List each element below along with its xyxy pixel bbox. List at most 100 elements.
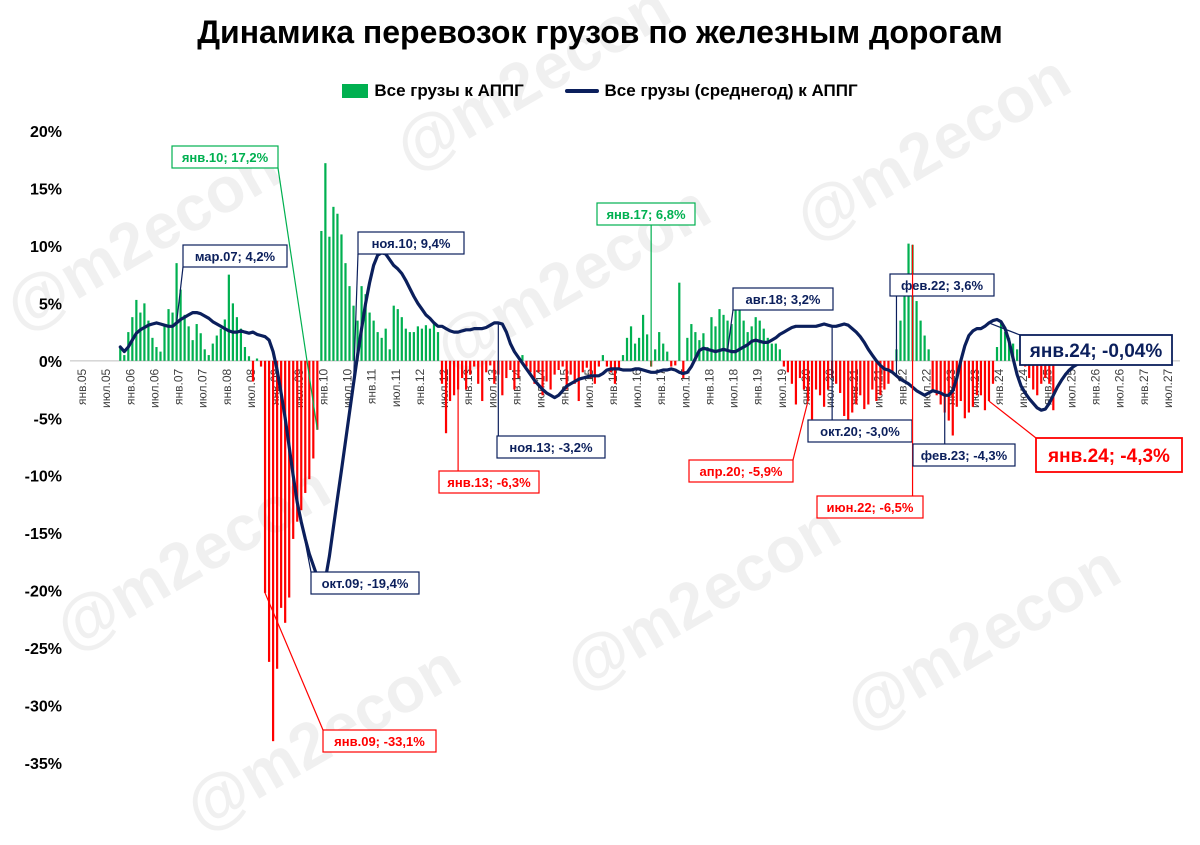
- annotation-box: [438, 470, 540, 494]
- y-tick-label: 0%: [39, 354, 62, 371]
- bar: [1048, 360, 1051, 384]
- bar: [710, 317, 713, 361]
- bar: [935, 360, 938, 396]
- bar: [927, 349, 930, 361]
- bar: [806, 360, 810, 402]
- bar: [798, 360, 802, 379]
- bar: [537, 360, 540, 373]
- bar: [915, 301, 918, 361]
- bar: [955, 360, 958, 407]
- bar: [147, 320, 150, 361]
- bar: [617, 360, 621, 368]
- bar: [284, 360, 287, 623]
- bar: [392, 305, 395, 361]
- bar: [979, 360, 983, 396]
- legend-item-line: Все грузы (среднегод) к АППГ: [564, 80, 858, 101]
- x-tick-label: янв.16: [606, 368, 620, 405]
- annotation-box: [816, 495, 924, 519]
- legend-swatch-line: [564, 89, 599, 94]
- bar: [368, 312, 371, 361]
- bar: [919, 320, 922, 361]
- x-tick-label: июл.27: [1161, 368, 1175, 407]
- bar: [975, 360, 979, 396]
- bar: [694, 332, 697, 361]
- bar: [420, 328, 424, 361]
- bar: [473, 360, 476, 367]
- bar: [332, 206, 335, 361]
- bar: [235, 317, 239, 361]
- bar: [855, 360, 858, 405]
- bar: [428, 328, 432, 361]
- bar: [585, 360, 588, 368]
- x-tick-label: июл.23: [968, 368, 982, 407]
- bar: [662, 343, 665, 361]
- x-tick-label: июл.18: [727, 368, 741, 407]
- bar: [593, 360, 596, 384]
- x-tick-label: янв.06: [123, 368, 137, 405]
- bar: [263, 360, 267, 593]
- bar: [682, 360, 685, 379]
- chart-legend: Все грузы к АППГ Все грузы (среднегод) к…: [0, 80, 1200, 101]
- bar: [903, 282, 906, 361]
- x-tick-label: июл.05: [99, 368, 113, 407]
- bar: [255, 358, 259, 361]
- bar: [1036, 360, 1039, 396]
- annotation-leader: [277, 167, 318, 430]
- bar: [557, 360, 560, 371]
- bar: [344, 263, 347, 361]
- annotation-leader: [175, 266, 184, 323]
- x-tick-label: июл.19: [775, 368, 789, 407]
- bar: [666, 351, 669, 361]
- annotation-label: фев.23; -4,3%: [921, 448, 1008, 463]
- bar: [243, 347, 247, 361]
- bar: [565, 360, 568, 390]
- bar: [300, 360, 303, 511]
- x-tick-label: янв.22: [896, 368, 910, 405]
- annotation-label: окт.09; -19,4%: [322, 576, 409, 591]
- x-tick-label: янв.18: [702, 368, 716, 405]
- legend-label-line: Все грузы (среднегод) к АППГ: [604, 80, 858, 100]
- annotation-box: [912, 443, 1016, 467]
- bar: [871, 360, 874, 390]
- bar: [907, 243, 910, 361]
- bar: [356, 320, 359, 361]
- bar: [521, 355, 524, 361]
- y-tick-label: -35%: [25, 756, 62, 773]
- bar: [1003, 332, 1007, 361]
- bar: [730, 324, 733, 361]
- x-tick-label: июл.20: [823, 368, 837, 407]
- annotation-label: июн.22; -6,5%: [827, 500, 914, 515]
- bar: [867, 360, 870, 405]
- annotation-leader: [352, 253, 359, 384]
- bar: [802, 360, 806, 390]
- bar: [155, 347, 158, 361]
- bar: [859, 360, 862, 396]
- annotation-leader: [988, 400, 1037, 439]
- y-tick-label: 10%: [30, 239, 62, 256]
- bar: [601, 355, 604, 361]
- bar: [320, 230, 323, 361]
- bar: [621, 355, 625, 361]
- bar: [549, 360, 552, 390]
- bar: [372, 320, 375, 361]
- annotation-box: [1019, 334, 1173, 366]
- annotation-box: [182, 244, 288, 268]
- bar: [1032, 360, 1035, 390]
- x-tick-label: июл.08: [244, 368, 258, 407]
- bar: [448, 360, 452, 402]
- chart-title: Динамика перевозок грузов по железным до…: [197, 14, 1003, 50]
- x-tick-label: янв.21: [847, 368, 861, 405]
- bar: [742, 320, 745, 361]
- bar: [227, 274, 230, 361]
- bar: [883, 360, 886, 390]
- bar: [376, 332, 379, 361]
- bar: [971, 360, 974, 407]
- bar: [654, 349, 657, 361]
- bar: [203, 349, 206, 361]
- bar: [847, 360, 850, 429]
- annotations: янв.10; 17,2% мар.07; 4,2% ноя.10; 9,4% окт…: [171, 145, 1183, 753]
- bar: [951, 360, 954, 436]
- x-tick-label: янв.17: [654, 368, 668, 405]
- annotation-box: [322, 729, 437, 753]
- annotation-label: янв.17; 6,8%: [606, 207, 686, 222]
